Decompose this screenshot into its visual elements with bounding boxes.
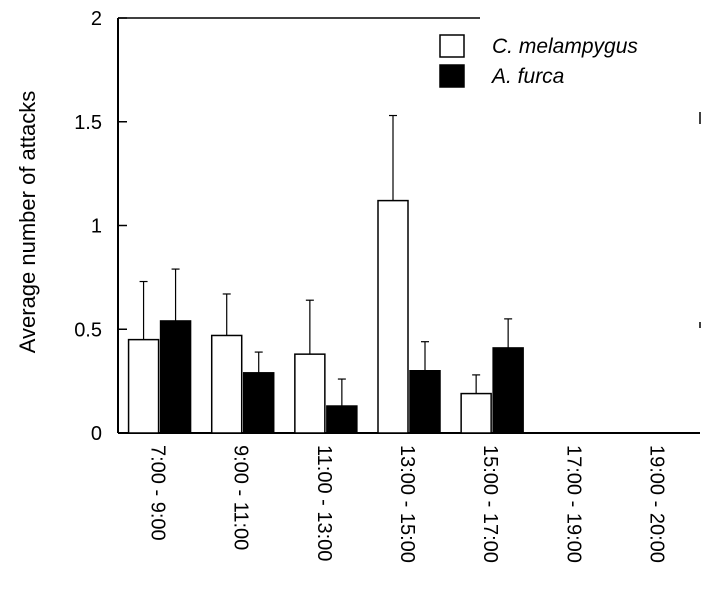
bars <box>127 199 524 434</box>
x-tick-label: 19:00 - 20:00 <box>645 445 667 563</box>
legend-label: C. melampygus <box>492 35 638 58</box>
x-tick-label: 17:00 - 19:00 <box>562 445 584 563</box>
y-axis-ticks <box>118 17 127 434</box>
y-tick-label: 1.5 <box>74 112 102 134</box>
x-tick-label: 11:00 - 13:00 <box>313 445 335 561</box>
bar-a-furca <box>159 320 192 434</box>
x-tick-label: 9:00 - 11:00 <box>230 445 252 550</box>
y-tick-label: 0.5 <box>74 319 102 341</box>
y-tick-label: 1 <box>91 216 102 238</box>
bar-a-furca <box>326 405 358 434</box>
x-tick-label: 7:00 - 9:00 <box>147 445 169 541</box>
legend-swatch <box>439 64 465 88</box>
y-axis-label: Average number of attacks <box>15 91 40 354</box>
y-tick-label: 0 <box>91 423 102 445</box>
bar-c-melampygus <box>210 334 243 434</box>
bar-a-furca <box>409 370 441 434</box>
bar-c-melampygus <box>460 392 492 434</box>
legend-label: A. furca <box>490 65 564 88</box>
bar-a-furca <box>242 372 275 434</box>
bar-c-melampygus <box>127 338 160 434</box>
legend-swatch <box>439 34 465 58</box>
y-axis-tick-labels: 0 0.5 1 1.5 2 <box>74 8 102 445</box>
plot-frame <box>117 17 701 434</box>
bar-a-furca <box>492 347 524 434</box>
error-bars <box>139 114 513 407</box>
bar-c-melampygus <box>294 353 326 434</box>
bar-c-melampygus <box>377 199 409 434</box>
x-tick-label: 15:00 - 17:00 <box>479 445 501 563</box>
x-tick-label: 13:00 - 15:00 <box>396 445 418 563</box>
x-axis-tick-labels: 7:00 - 9:00 9:00 - 11:00 11:00 - 13:00 13:0… <box>147 445 668 563</box>
legend: C. melampygus A. furca <box>439 34 638 88</box>
y-tick-label: 2 <box>91 8 102 30</box>
